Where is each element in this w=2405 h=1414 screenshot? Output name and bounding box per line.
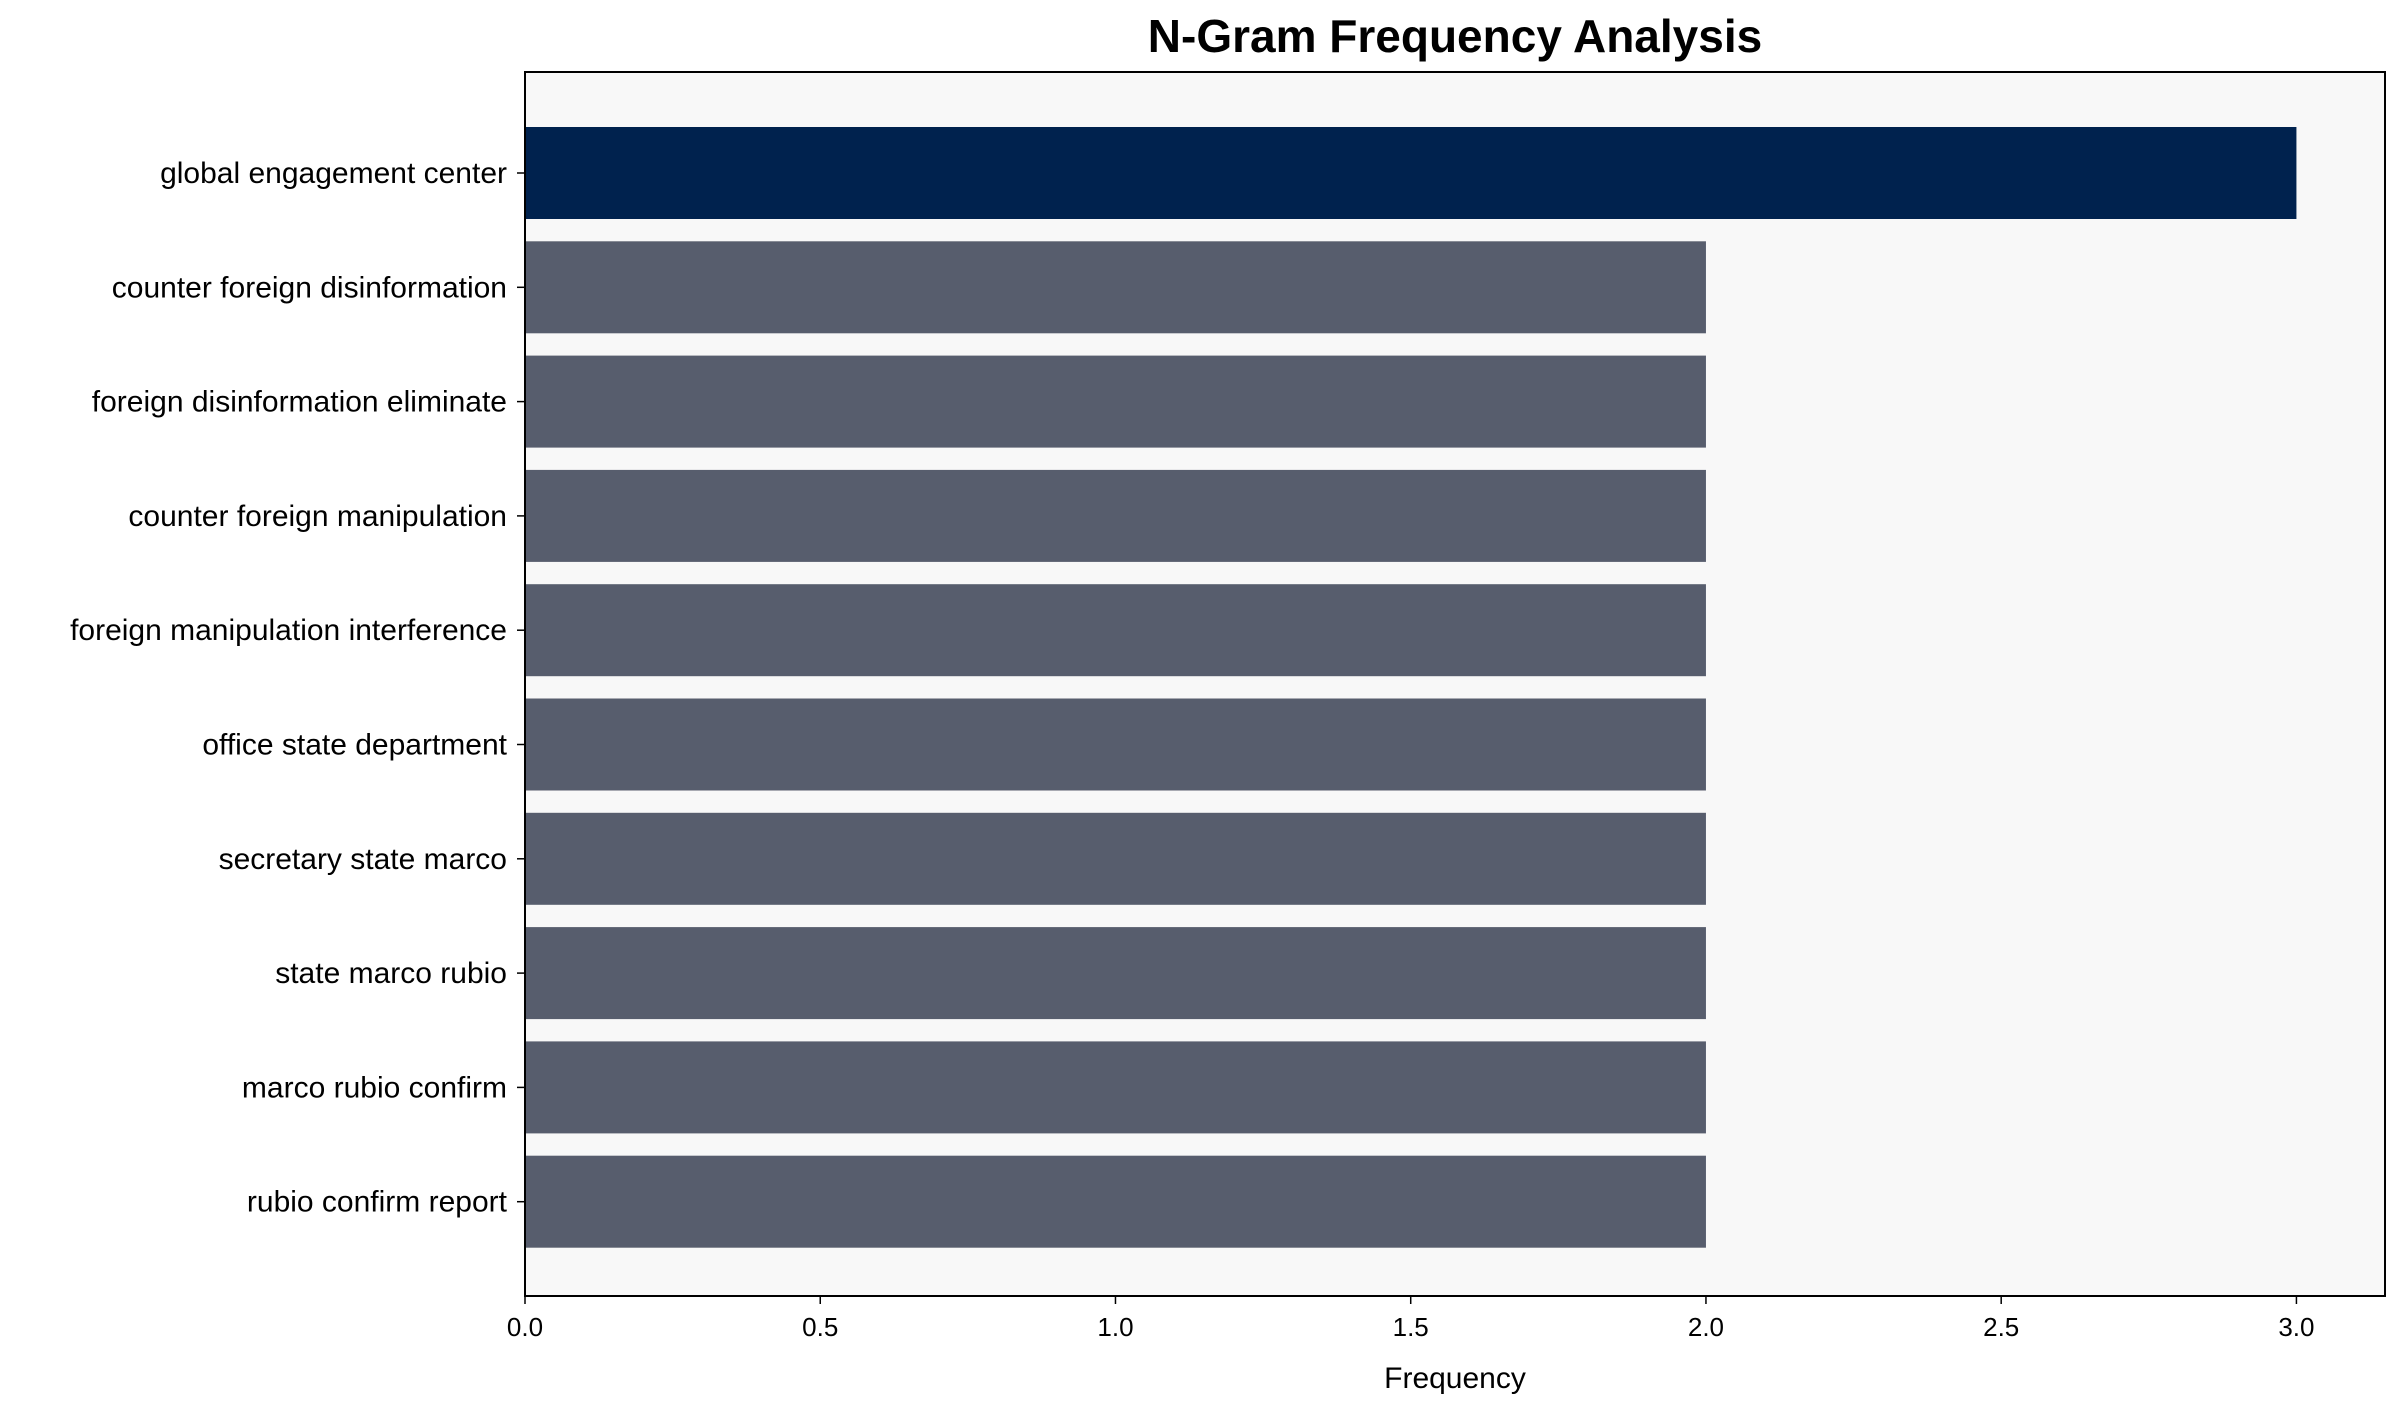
bar	[525, 927, 1706, 1020]
x-tick-label: 3.0	[2278, 1312, 2314, 1342]
y-tick-label: marco rubio confirm	[242, 1071, 507, 1104]
x-tick-label: 0.0	[507, 1312, 543, 1342]
bar	[525, 355, 1706, 448]
bar	[525, 241, 1706, 334]
bar	[525, 812, 1706, 905]
bar	[525, 469, 1706, 562]
bar	[525, 698, 1706, 791]
x-tick-label: 2.0	[1688, 1312, 1724, 1342]
plot-frame	[524, 71, 2386, 1297]
x-tick-label: 1.0	[1097, 1312, 1133, 1342]
y-tick-label: state marco rubio	[275, 957, 507, 990]
x-tick-label: 2.5	[1983, 1312, 2019, 1342]
y-tick-label: foreign disinformation eliminate	[92, 386, 507, 419]
chart-title: N-Gram Frequency Analysis	[1148, 10, 1762, 62]
y-tick-label: secretary state marco	[219, 843, 507, 876]
bar	[525, 127, 2297, 219]
y-tick-label: rubio confirm report	[247, 1186, 508, 1219]
y-tick-label: foreign manipulation interference	[70, 614, 507, 647]
x-axis-label: Frequency	[1384, 1362, 1526, 1395]
y-tick-label: global engagement center	[160, 157, 507, 190]
bar	[525, 584, 1706, 677]
bar	[525, 1041, 1706, 1134]
y-tick-label: counter foreign disinformation	[112, 271, 507, 304]
x-tick-label: 0.5	[802, 1312, 838, 1342]
x-tick-label: 1.5	[1393, 1312, 1429, 1342]
y-tick-label: counter foreign manipulation	[128, 500, 507, 533]
y-tick-label: office state department	[202, 729, 507, 762]
bar	[525, 1155, 1706, 1248]
